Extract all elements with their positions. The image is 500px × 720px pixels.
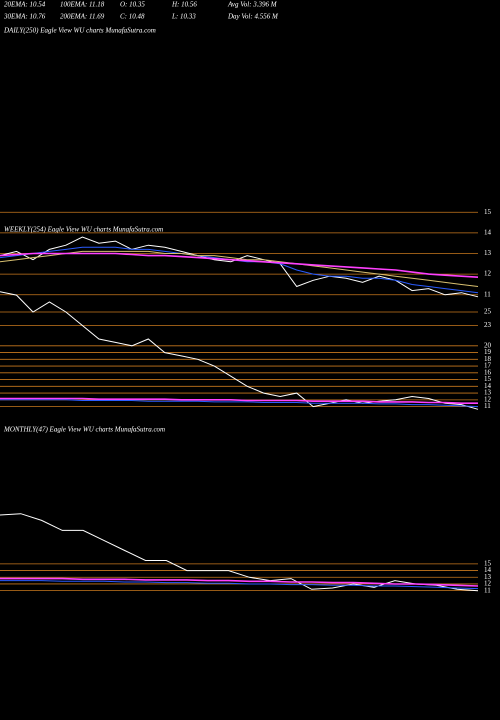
y-tick-label: 13 xyxy=(484,249,492,257)
y-tick-label: 14 xyxy=(484,566,492,574)
panel-title: MONTHLY(47) Eagle View WU charts MunafaS… xyxy=(3,426,165,434)
stat: 200EMA: 11.69 xyxy=(60,13,105,21)
y-tick-label: 13 xyxy=(484,573,492,581)
y-tick-label: 12 xyxy=(484,395,492,403)
y-tick-label: 16 xyxy=(484,368,492,376)
y-tick-label: 17 xyxy=(484,362,492,370)
panel-title: DAILY(250) Eagle View WU charts MunafaSu… xyxy=(3,27,156,35)
y-tick-label: 23 xyxy=(484,321,492,329)
series-line xyxy=(0,250,479,287)
series-line xyxy=(0,577,479,587)
y-tick-label: 18 xyxy=(484,355,492,363)
series-line xyxy=(0,252,479,278)
y-tick-label: 11 xyxy=(484,290,491,298)
y-tick-label: 11 xyxy=(484,586,491,594)
y-tick-label: 15 xyxy=(484,208,492,216)
stat: Avg Vol: 3.396 M xyxy=(227,1,278,9)
series-line xyxy=(0,513,479,592)
y-tick-label: 14 xyxy=(484,228,492,236)
stat: 30EMA: 10.76 xyxy=(3,13,46,21)
series-line xyxy=(0,291,479,410)
y-tick-label: 15 xyxy=(484,375,492,383)
y-tick-label: 11 xyxy=(484,402,491,410)
series-line xyxy=(0,399,479,408)
y-tick-label: 19 xyxy=(484,348,492,356)
stat: Day Vol: 4.556 M xyxy=(227,13,279,21)
y-tick-label: 12 xyxy=(484,270,492,278)
y-tick-label: 15 xyxy=(484,559,492,567)
y-tick-label: 14 xyxy=(484,382,492,390)
stat: H: 10.56 xyxy=(171,1,197,9)
stat: O: 10.35 xyxy=(120,1,145,9)
stat: C: 10.48 xyxy=(120,13,145,21)
y-tick-label: 20 xyxy=(484,341,492,349)
series-line xyxy=(0,580,479,590)
y-tick-label: 13 xyxy=(484,389,492,397)
series-line xyxy=(0,236,479,298)
stat: 100EMA: 11.18 xyxy=(60,1,105,9)
y-tick-label: 25 xyxy=(484,308,492,316)
stat: 20EMA: 10.54 xyxy=(4,1,46,9)
panel-title: WEEKLY(254) Eagle View WU charts MunafaS… xyxy=(4,226,163,234)
stat: L: 10.33 xyxy=(171,13,196,21)
series-line xyxy=(0,397,478,404)
y-tick-label: 12 xyxy=(484,580,492,588)
